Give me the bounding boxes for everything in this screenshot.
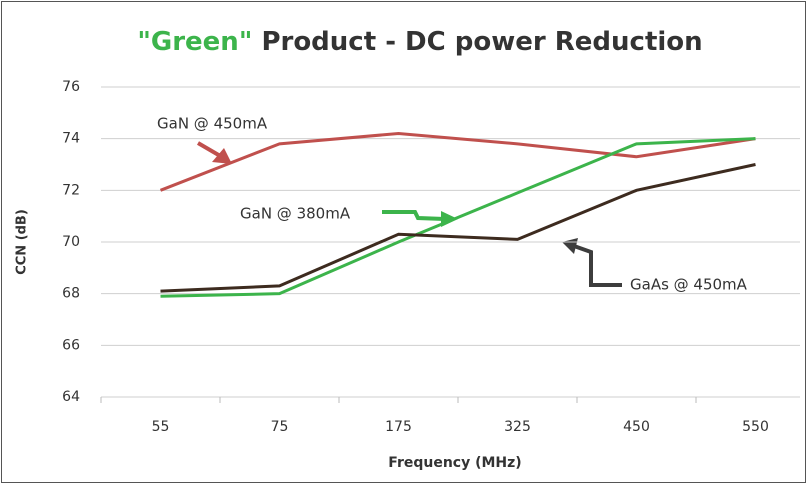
- annotation: GaN @ 450mA: [157, 115, 268, 133]
- x-tick-label: 325: [504, 419, 531, 435]
- arrow-head: [212, 148, 232, 164]
- y-tick-label: 64: [62, 389, 80, 405]
- title-rest: Product - DC power Reduction: [261, 27, 702, 57]
- x-tick-label: 450: [623, 419, 650, 435]
- x-tick-label: 550: [742, 419, 769, 435]
- y-tick-label: 74: [62, 131, 80, 147]
- x-tick-label: 175: [385, 419, 412, 435]
- annotation: GaAs @ 450mA: [630, 276, 748, 294]
- annotation: GaN @ 380mA: [240, 205, 351, 223]
- title-highlight: "Green": [137, 27, 252, 57]
- series-line: [160, 137, 756, 298]
- arrow: [573, 244, 622, 287]
- y-tick-label: 76: [62, 79, 80, 95]
- series-line: [159, 131, 756, 192]
- arrow: [196, 141, 224, 159]
- y-axis-label: CCN (dB): [15, 209, 30, 275]
- chart-title: "Green" Product - DC power Reduction: [137, 27, 702, 57]
- y-tick-label: 68: [62, 286, 80, 302]
- y-tick-label: 70: [62, 234, 80, 250]
- arrow: [382, 210, 446, 221]
- x-tick-label: 55: [152, 419, 170, 435]
- y-tick-label: 66: [62, 337, 80, 353]
- x-tick-label: 75: [271, 419, 289, 435]
- series-line: [160, 163, 756, 293]
- y-tick-label: 72: [62, 182, 80, 198]
- x-axis-label: Frequency (MHz): [388, 455, 521, 471]
